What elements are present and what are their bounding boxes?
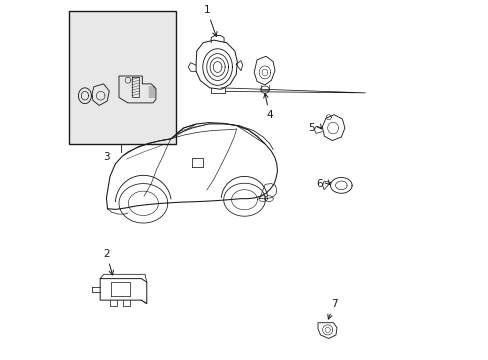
- Text: 7: 7: [327, 299, 337, 319]
- Text: 6: 6: [316, 179, 323, 189]
- Text: 3: 3: [103, 152, 109, 162]
- Bar: [69, 12, 176, 144]
- Text: 1: 1: [203, 5, 217, 36]
- Text: 4: 4: [263, 93, 272, 121]
- Text: 2: 2: [103, 248, 113, 275]
- Text: 5: 5: [308, 123, 315, 133]
